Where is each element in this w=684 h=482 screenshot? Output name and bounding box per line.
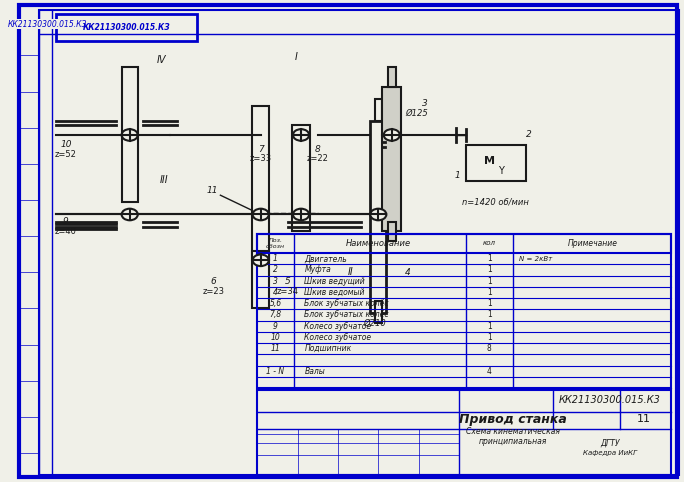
Text: Колесо зубчатое: Колесо зубчатое [304, 321, 371, 331]
Text: Муфта: Муфта [304, 266, 331, 274]
Text: 4: 4 [487, 367, 492, 375]
Text: кол: кол [483, 241, 496, 246]
Text: 9: 9 [273, 321, 278, 331]
Bar [257, 234, 670, 253]
Bar [252, 106, 269, 260]
Bar [252, 251, 269, 308]
Text: 4: 4 [273, 288, 278, 297]
Bar [257, 390, 670, 475]
Circle shape [122, 129, 137, 141]
Text: Блок зубчатых колёс: Блок зубчатых колёс [304, 299, 389, 308]
Text: 5: 5 [285, 277, 291, 286]
Text: z=52: z=52 [55, 149, 77, 159]
Bar [382, 87, 401, 231]
Circle shape [252, 254, 269, 266]
Text: 1: 1 [487, 321, 492, 331]
Circle shape [252, 209, 269, 220]
Bar [388, 67, 396, 87]
Circle shape [122, 209, 137, 220]
Text: Ø125: Ø125 [405, 108, 428, 118]
Text: 1: 1 [487, 288, 492, 297]
Text: z=22: z=22 [307, 154, 329, 163]
Text: Блок зубчатых колёс: Блок зубчатых колёс [304, 310, 389, 320]
Text: Схема кинематическая
принципиальная: Схема кинематическая принципиальная [466, 427, 560, 446]
Text: 1: 1 [273, 254, 278, 263]
Circle shape [370, 209, 386, 220]
Text: КК21130300.015.К3: КК21130300.015.К3 [559, 395, 661, 405]
Text: 2: 2 [526, 130, 532, 139]
Text: Наименование: Наименование [345, 239, 411, 248]
Text: ДГТУ: ДГТУ [601, 439, 620, 448]
Text: III: III [160, 175, 168, 185]
Text: 4: 4 [405, 268, 411, 277]
Text: 1: 1 [487, 310, 492, 320]
Text: 7: 7 [258, 145, 263, 154]
Text: 9: 9 [63, 217, 69, 226]
Text: 1: 1 [454, 171, 460, 180]
Text: 11: 11 [207, 186, 218, 195]
Text: IV: IV [157, 55, 166, 65]
Text: Двигатель: Двигатель [304, 254, 347, 263]
Text: 1: 1 [487, 333, 492, 342]
Bar [388, 222, 396, 241]
Text: z=23: z=23 [202, 287, 224, 296]
Bar [56, 14, 197, 41]
Bar [257, 234, 670, 388]
Text: Колесо зубчатое: Колесо зубчатое [304, 333, 371, 342]
Text: z=33: z=33 [250, 154, 272, 163]
Text: 1: 1 [487, 266, 492, 274]
Circle shape [293, 209, 309, 220]
Text: Валы: Валы [304, 367, 325, 375]
Text: Ø210: Ø210 [364, 318, 386, 327]
Text: z=34: z=34 [276, 287, 299, 296]
Text: 5,6: 5,6 [269, 299, 282, 308]
Bar [292, 125, 310, 231]
Text: 6: 6 [211, 277, 217, 286]
Text: 3: 3 [422, 99, 428, 108]
Text: Шкив ведомый: Шкив ведомый [304, 288, 365, 297]
Text: 10: 10 [271, 333, 280, 342]
Text: 11: 11 [271, 344, 280, 353]
Text: 11: 11 [637, 415, 650, 424]
Text: 8: 8 [487, 344, 492, 353]
Text: 1: 1 [487, 277, 492, 286]
Text: Привод станка: Привод станка [459, 413, 566, 426]
Bar [375, 301, 382, 323]
Text: Поз.
обозн: Поз. обозн [266, 238, 285, 249]
Circle shape [384, 129, 399, 141]
Bar [466, 145, 526, 181]
Bar [375, 99, 382, 120]
Text: Подшипник: Подшипник [304, 344, 352, 353]
Text: M: M [484, 157, 495, 166]
Text: 1 - N: 1 - N [267, 367, 285, 375]
Bar [370, 120, 386, 313]
Circle shape [293, 129, 309, 141]
Text: Примечание: Примечание [568, 239, 618, 248]
Text: Шкив ведущий: Шкив ведущий [304, 277, 365, 286]
Text: 7,8: 7,8 [269, 310, 282, 320]
Text: Y: Y [499, 166, 504, 176]
Text: I: I [294, 52, 297, 62]
Text: 1: 1 [487, 299, 492, 308]
Text: 1: 1 [487, 254, 492, 263]
Text: 3: 3 [273, 277, 278, 286]
Text: n=1420 об/мин: n=1420 об/мин [462, 198, 529, 207]
Bar [122, 67, 137, 202]
Text: 10: 10 [60, 140, 72, 149]
Text: КК21130300.015.КЗ: КК21130300.015.КЗ [83, 24, 170, 32]
Text: z=40: z=40 [55, 227, 77, 236]
Text: Кафедра ИиКГ: Кафедра ИиКГ [583, 450, 637, 456]
Text: N = 2кВт: N = 2кВт [519, 255, 553, 262]
Text: 8: 8 [315, 145, 321, 154]
Text: 2: 2 [273, 266, 278, 274]
Text: КК21130300.015.КЗ: КК21130300.015.КЗ [8, 20, 87, 28]
Text: II: II [348, 267, 354, 277]
